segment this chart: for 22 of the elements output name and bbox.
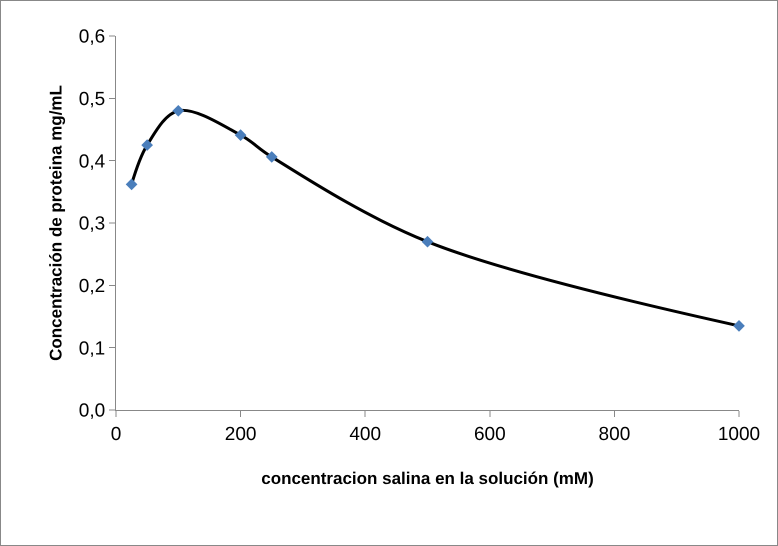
x-tick-label: 800	[598, 424, 630, 445]
y-tick-label: 0,3	[78, 214, 106, 235]
x-tick-label: 1000	[718, 424, 760, 445]
y-tick-label: 0,4	[78, 151, 106, 172]
point	[141, 139, 153, 151]
point	[266, 151, 278, 163]
x-tick-label: 400	[349, 424, 382, 445]
x-tick-label: 0	[110, 424, 122, 445]
y-tick-label: 0,1	[78, 338, 106, 360]
point	[234, 129, 246, 141]
y-axis-title: Concentración de proteina mg/mL	[46, 85, 66, 361]
y-tick-label: 0,2	[78, 276, 106, 297]
x-axis-title: concentracion salina en la solución (mM)	[261, 469, 594, 488]
y-tick-label: 0,0	[78, 400, 106, 422]
point	[733, 320, 745, 332]
point	[422, 236, 434, 248]
y-tick-label: 0,6	[78, 26, 106, 48]
y-tick-label: 0,5	[78, 88, 106, 110]
point	[126, 178, 138, 190]
point	[172, 104, 184, 117]
x-tick-label: 600	[474, 424, 506, 445]
x-tick-label: 200	[224, 424, 256, 445]
